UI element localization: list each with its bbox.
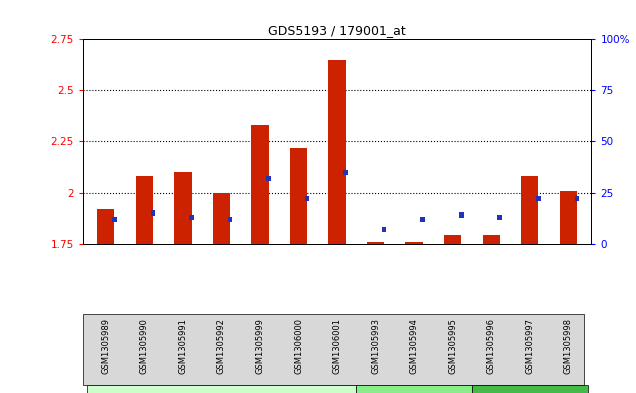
Bar	[290, 148, 307, 244]
Bar	[521, 176, 539, 244]
Bar	[97, 209, 114, 244]
Bar	[343, 170, 348, 174]
Bar	[382, 227, 387, 232]
Text: GSM1305996: GSM1305996	[487, 318, 495, 374]
Bar	[574, 196, 579, 201]
Bar	[406, 242, 423, 244]
Text: GSM1305991: GSM1305991	[179, 318, 188, 374]
Bar	[472, 385, 588, 393]
Bar	[459, 213, 464, 218]
Text: GSM1305997: GSM1305997	[525, 318, 534, 374]
Text: GSM1305998: GSM1305998	[564, 318, 573, 374]
Bar	[174, 172, 191, 244]
Text: GSM1305993: GSM1305993	[371, 318, 380, 374]
Text: GSM1305994: GSM1305994	[410, 318, 418, 374]
Bar	[305, 196, 309, 201]
Text: GSM1306001: GSM1306001	[333, 318, 342, 374]
Bar	[367, 242, 384, 244]
Title: GDS5193 / 179001_at: GDS5193 / 179001_at	[268, 24, 406, 37]
Bar	[328, 60, 346, 244]
Bar	[536, 196, 541, 201]
Text: GSM1306000: GSM1306000	[294, 318, 303, 374]
Bar	[483, 235, 500, 244]
Bar	[86, 385, 356, 393]
Text: GSM1305992: GSM1305992	[217, 318, 226, 374]
Text: GSM1305989: GSM1305989	[101, 318, 110, 374]
Bar	[151, 210, 155, 215]
Bar	[135, 176, 153, 244]
Bar	[189, 215, 194, 220]
Bar	[444, 235, 461, 244]
Bar	[112, 217, 116, 222]
Bar	[420, 217, 425, 222]
Text: GSM1305990: GSM1305990	[140, 318, 149, 374]
Bar	[356, 385, 472, 393]
Bar	[560, 191, 577, 244]
Bar	[497, 215, 502, 220]
Bar	[213, 193, 230, 244]
Bar	[251, 125, 268, 244]
Bar	[266, 176, 271, 181]
Text: GSM1305999: GSM1305999	[256, 318, 265, 374]
Bar	[228, 217, 232, 222]
Text: GSM1305995: GSM1305995	[448, 318, 457, 374]
